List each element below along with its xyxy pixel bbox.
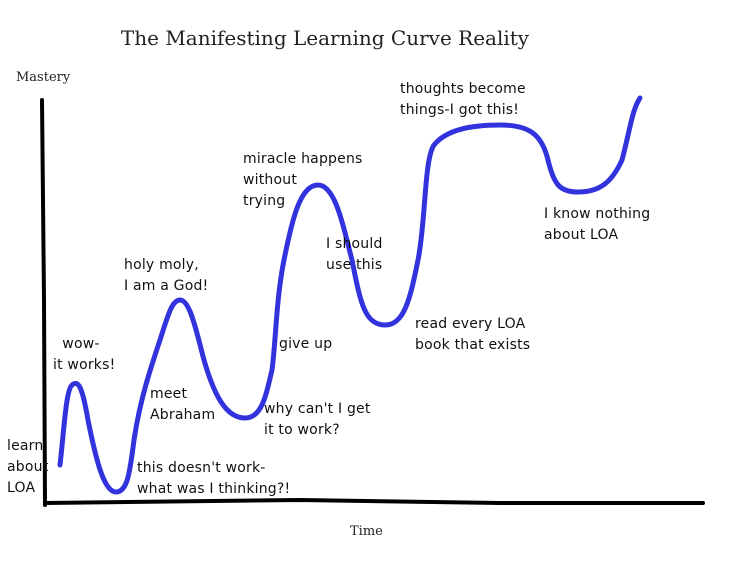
learning-curve-line bbox=[57, 95, 643, 495]
annotation-god: holy moly, I am a God! bbox=[124, 257, 209, 294]
annotation-should: I should use this bbox=[326, 236, 383, 273]
diagram-title: The Manifesting Learning Curve Reality bbox=[120, 26, 530, 50]
annotation-know-nothing: I know nothing about LOA bbox=[544, 206, 651, 243]
annotation-give-up: give up bbox=[279, 336, 333, 352]
x-axis bbox=[43, 497, 705, 505]
annotation-miracle: miracle happens without trying bbox=[243, 151, 363, 209]
annotation-doesnt-work: this doesn't work- what was I thinking?! bbox=[137, 460, 291, 497]
annotation-thoughts: thoughts become things-I got this! bbox=[400, 81, 526, 118]
y-axis-label: Mastery bbox=[16, 70, 71, 85]
annotation-why-cant: why can't I get it to work? bbox=[264, 401, 371, 438]
annotation-read: read every LOA book that exists bbox=[415, 316, 531, 353]
x-axis-label: Time bbox=[350, 524, 383, 539]
annotation-learn: learn about LOA bbox=[7, 438, 49, 496]
annotation-abraham: meet Abraham bbox=[150, 386, 216, 423]
annotation-wow: wow- it works! bbox=[53, 336, 116, 373]
y-axis bbox=[40, 98, 47, 507]
